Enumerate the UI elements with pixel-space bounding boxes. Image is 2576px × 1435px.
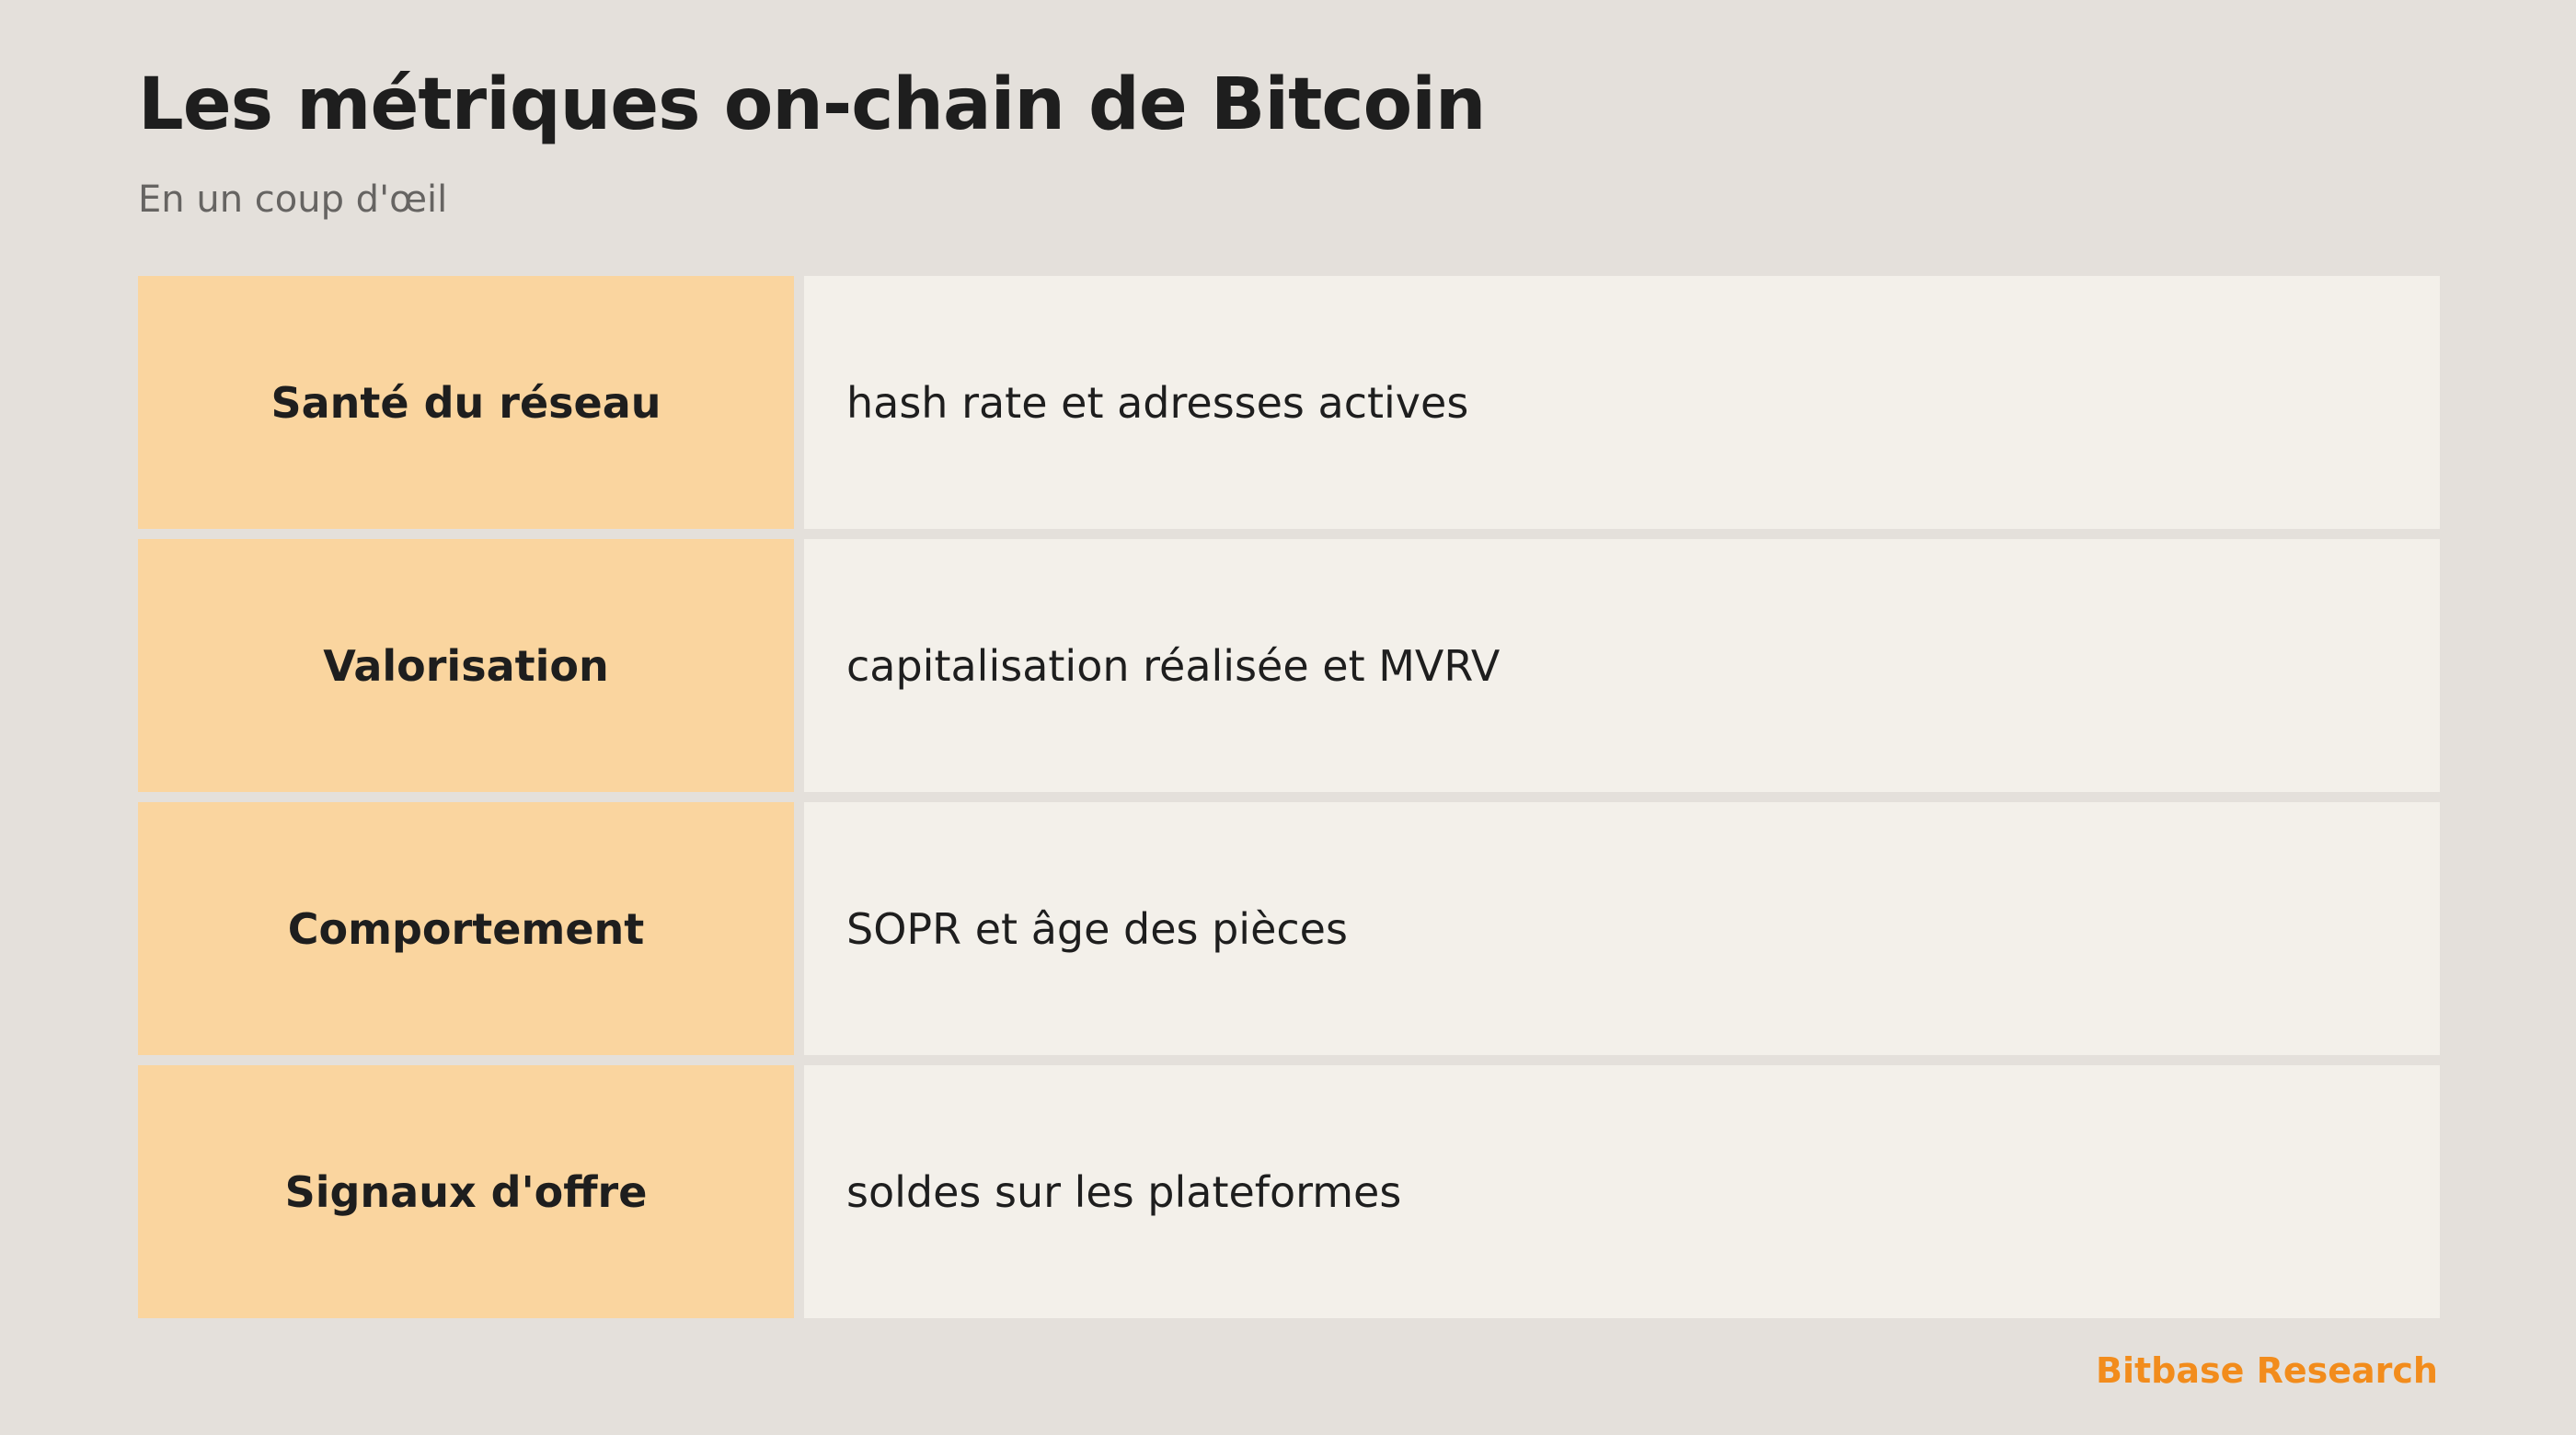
row-description: SOPR et âge des pièces [804, 802, 2440, 1055]
row-category-label: Santé du réseau [138, 276, 794, 529]
table-row: Valorisation capitalisation réalisée et … [138, 539, 2440, 792]
row-description: soldes sur les plateformes [804, 1065, 2440, 1318]
row-category-label: Comportement [138, 802, 794, 1055]
page-subtitle: En un coup d'œil [138, 178, 448, 221]
row-description: capitalisation réalisée et MVRV [804, 539, 2440, 792]
row-category-label: Signaux d'offre [138, 1065, 794, 1318]
table-row: Signaux d'offre soldes sur les plateform… [138, 1065, 2440, 1318]
metrics-table: Santé du réseau hash rate et adresses ac… [138, 276, 2440, 1318]
brand-label: Bitbase Research [2095, 1350, 2438, 1391]
table-row: Comportement SOPR et âge des pièces [138, 802, 2440, 1055]
table-row: Santé du réseau hash rate et adresses ac… [138, 276, 2440, 529]
row-category-label: Valorisation [138, 539, 794, 792]
row-description: hash rate et adresses actives [804, 276, 2440, 529]
page-title: Les métriques on-chain de Bitcoin [138, 63, 1486, 146]
